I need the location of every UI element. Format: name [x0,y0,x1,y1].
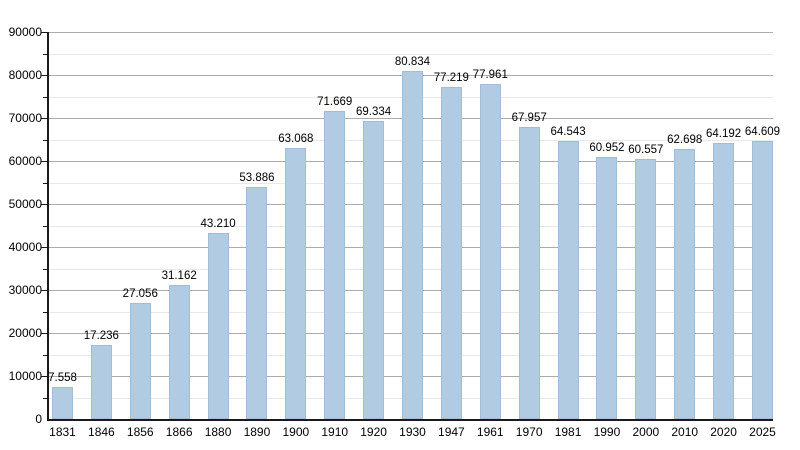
x-tick-label: 1930 [399,425,426,439]
x-tick-label: 1846 [88,425,115,439]
bar-value-label: 17.236 [83,329,119,342]
y-tick-label: 10000 [8,369,42,383]
x-tick-label: 1981 [554,425,582,439]
bar-value-label: 69.334 [356,105,392,118]
y-tick-label: 90000 [8,25,42,39]
bar-value-label: 64.609 [744,126,781,139]
x-tick-label: 1831 [49,425,76,439]
bar-value-label: 60.557 [628,143,664,156]
bar-value-label: 64.192 [706,127,742,140]
bar-value-label: 53.886 [239,172,275,185]
y-tick-label: 60000 [8,154,42,168]
x-tick-label: 2010 [671,425,699,439]
bar-value-label: 80.834 [394,56,431,69]
x-tick-label: 1920 [360,425,387,439]
y-axis-minor-tick [43,268,47,270]
y-tick-label: 0 [35,412,42,426]
y-axis-minor-tick [43,354,47,356]
y-axis-minor-tick [43,182,47,184]
x-tick-label: 1866 [165,425,193,439]
y-axis-major-tick [41,161,47,162]
bar-value-label: 60.952 [589,141,625,154]
x-tick-label: 1990 [593,425,621,439]
y-tick-label: 30000 [8,283,42,297]
x-tick-label: 1947 [438,425,465,439]
bar [479,83,501,419]
x-tick-label: 1856 [126,425,154,439]
bar-value-label: 43.210 [200,218,236,231]
bar [90,344,112,419]
bar [52,386,73,419]
y-axis-major-tick [41,333,47,334]
y-axis-major-tick [41,204,47,205]
bar [363,120,385,419]
bar [713,142,735,419]
y-tick-label: 80000 [8,68,42,82]
bar [557,141,579,419]
x-tick-label: 2020 [710,425,737,439]
y-axis-minor-tick [43,139,47,141]
bar-value-label: 77.219 [433,71,469,84]
y-axis-major-tick [41,376,47,377]
bar-value-label: 67.957 [511,111,547,124]
y-axis-minor-tick [43,53,47,55]
bar [246,187,268,419]
bar [129,302,151,419]
y-axis-minor-tick [43,397,47,399]
x-tick-label: 1900 [282,425,310,439]
bar-value-label: 7.558 [48,371,77,384]
y-tick-label: 70000 [8,111,42,125]
bar-value-label: 71.669 [317,95,353,108]
y-axis-minor-tick [43,311,47,313]
bar [752,141,773,419]
x-tick-label: 1970 [515,425,543,439]
gridline-minor [49,53,773,55]
bar [168,285,190,419]
y-axis-major-tick [41,247,47,248]
bar-value-label: 63.068 [278,132,314,145]
x-tick-label: 2000 [632,425,660,439]
x-tick-label: 2025 [749,425,776,439]
bar [324,110,346,419]
bar [402,71,423,419]
bar-value-label: 62.698 [667,134,703,147]
x-tick-label: 1880 [204,425,232,439]
y-axis-minor-tick [43,225,47,227]
y-axis-major-tick [41,118,47,119]
x-tick-label: 1910 [321,425,349,439]
y-tick-label: 50000 [8,197,42,211]
y-axis-minor-tick [43,96,47,98]
y-axis-major-tick [41,32,47,33]
y-tick-label: 20000 [8,326,42,340]
bar [440,86,462,419]
x-tick-label: 1890 [243,425,271,439]
bar-value-label: 31.162 [161,270,197,283]
bar-value-label: 27.056 [122,287,158,300]
bar-value-label: 77.961 [472,68,508,81]
bar [285,147,307,419]
y-tick-label: 40000 [8,240,42,254]
bar-value-label: 64.543 [550,126,586,139]
y-axis-major-tick [41,290,47,291]
y-axis-major-tick [41,75,47,76]
bar [596,156,618,419]
bar [518,126,540,419]
gridline-major [49,32,773,33]
plot-area: 7.558 17.236 27.056 31.162 43.210 53.886 63.06… [47,32,780,421]
bar [635,158,657,419]
bar [674,149,696,419]
x-tick-label: 1961 [476,425,504,439]
bar [207,233,229,419]
